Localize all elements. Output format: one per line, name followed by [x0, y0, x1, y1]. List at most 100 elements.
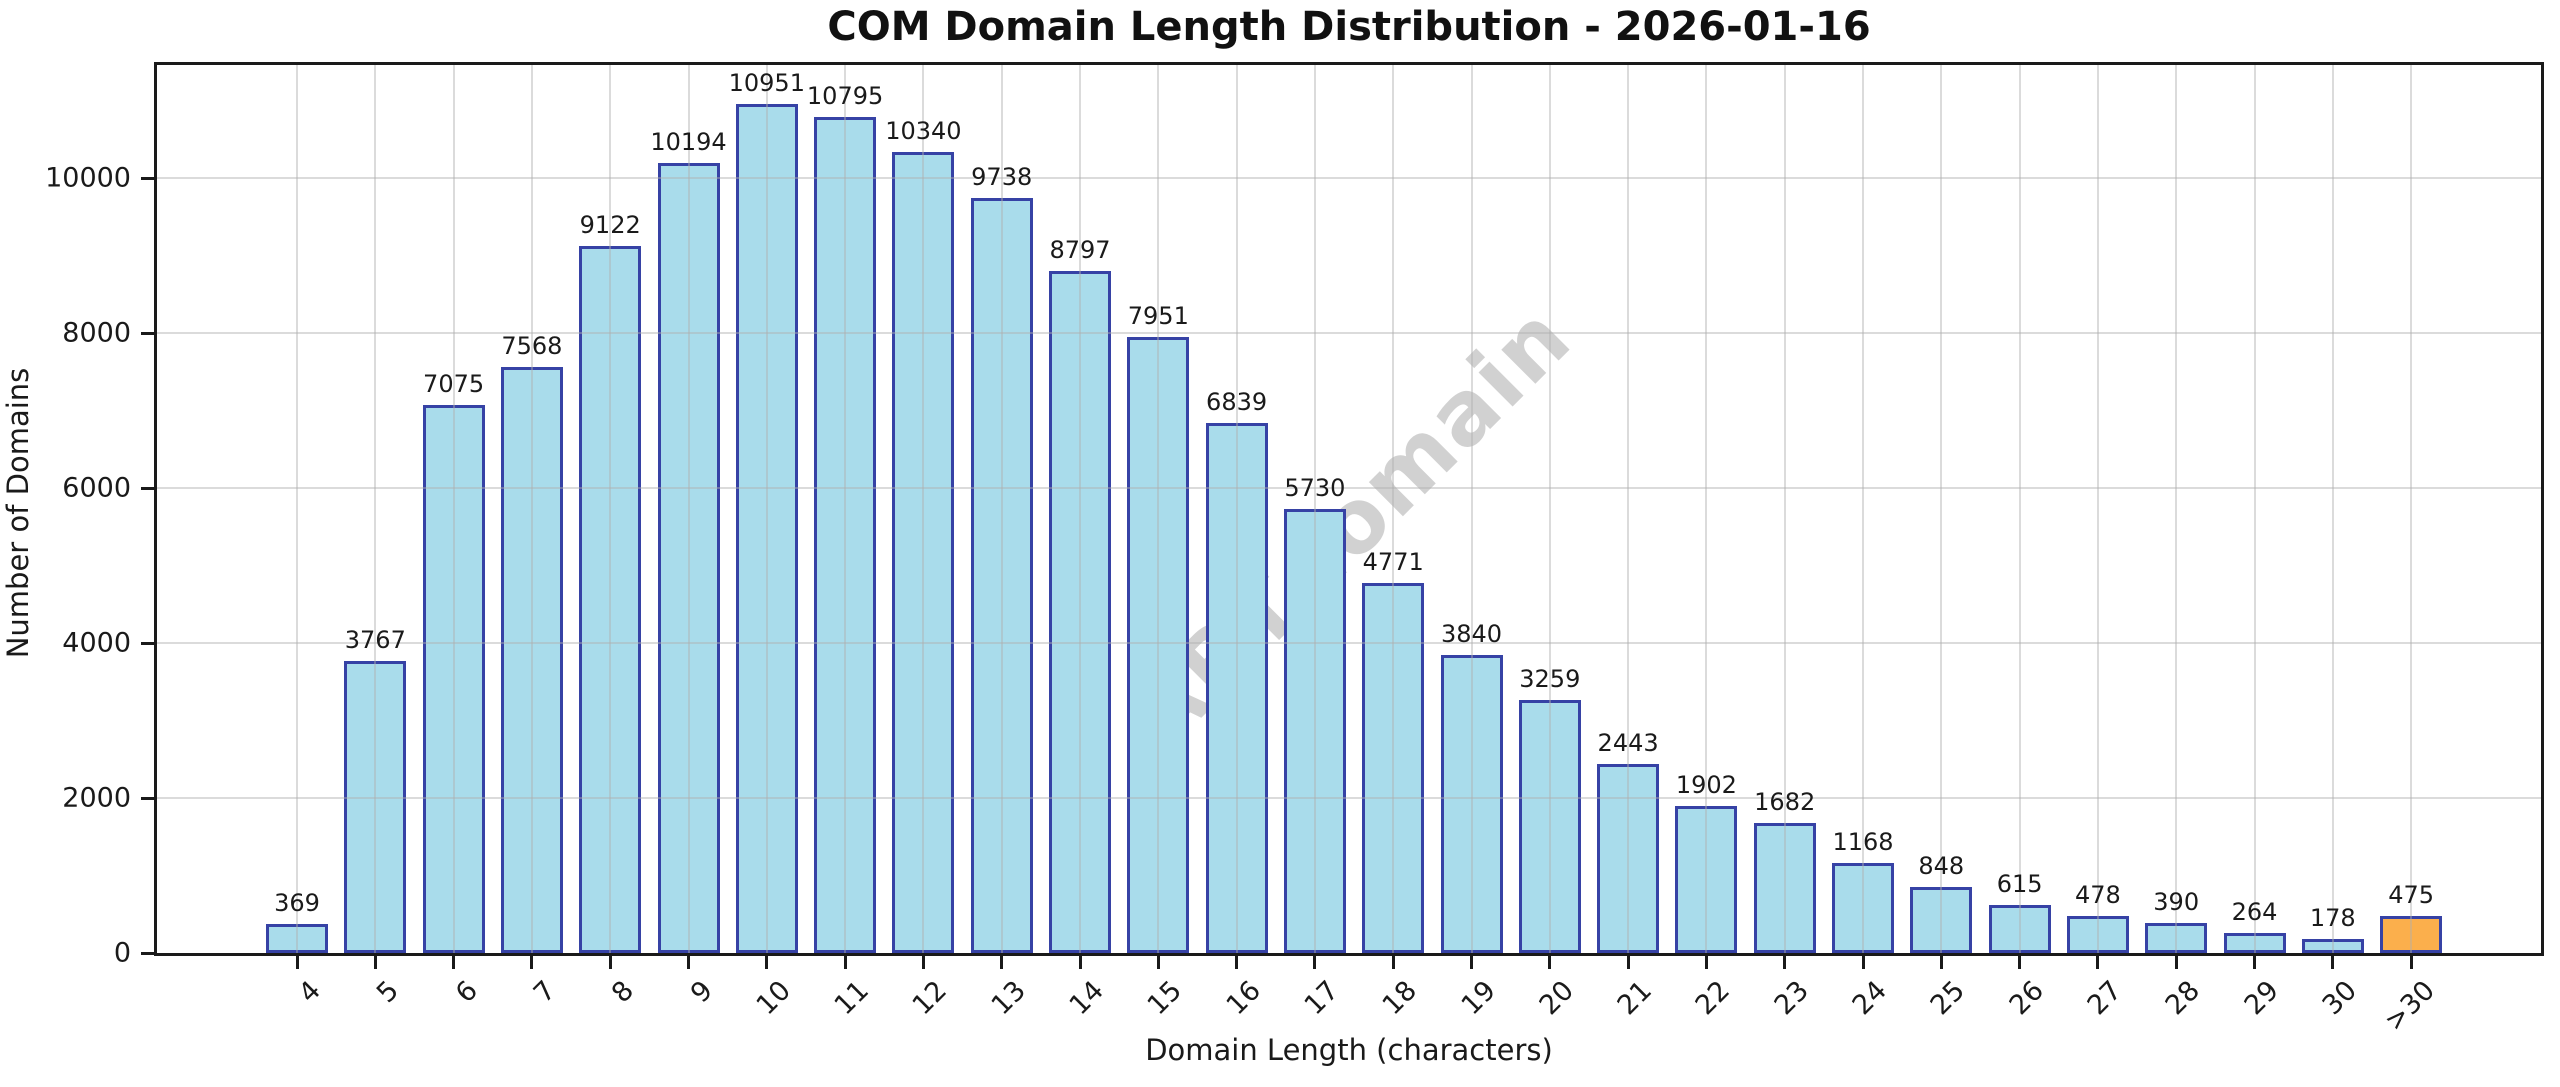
- gridline-horizontal: [157, 797, 2541, 800]
- x-tick-mark: [2409, 956, 2413, 969]
- bar-value-label: 10194: [650, 128, 727, 157]
- bar: [1597, 763, 1660, 953]
- x-tick-label: 17: [1298, 975, 1345, 1022]
- gridline-vertical: [1783, 65, 1786, 953]
- x-tick-label: 18: [1376, 975, 1424, 1022]
- x-tick-label: 9: [684, 975, 719, 1010]
- x-tick-mark: [608, 956, 612, 969]
- bar-value-label: 2443: [1597, 728, 1659, 757]
- bar-value-label: 10340: [885, 116, 962, 145]
- bar: [422, 404, 485, 953]
- y-tick-label: 6000: [62, 472, 131, 504]
- bar: [2223, 932, 2286, 953]
- x-tick-label: 12: [907, 975, 954, 1022]
- bar-value-label: 369: [274, 889, 320, 918]
- x-tick-mark: [765, 956, 769, 969]
- bar: [1127, 336, 1190, 953]
- x-tick-mark: [1548, 956, 1552, 969]
- bar-value-label: 10795: [806, 81, 884, 110]
- bar-value-label: 1682: [1754, 787, 1816, 816]
- bar-value-label: 6839: [1206, 388, 1268, 417]
- x-tick-mark: [2253, 956, 2256, 969]
- y-tick-label: 4000: [62, 627, 131, 659]
- x-tick-mark: [373, 956, 377, 969]
- x-tick-label: 21: [1611, 975, 1659, 1022]
- bar-value-label: 1902: [1675, 770, 1737, 799]
- bar-value-label: 848: [1918, 852, 1965, 881]
- bar: [1205, 423, 1268, 953]
- bar-value-label: 9122: [579, 211, 641, 240]
- gridline-vertical: [2410, 65, 2413, 953]
- y-tick-mark: [141, 176, 154, 180]
- bar-value-label: 3259: [1519, 665, 1581, 694]
- x-tick-label: 13: [985, 975, 1032, 1022]
- bar-value-label: 615: [1996, 870, 2043, 899]
- gridline-vertical: [1235, 65, 1238, 953]
- bar: [1049, 271, 1111, 953]
- x-tick-mark: [843, 956, 847, 969]
- bar: [344, 661, 407, 953]
- x-tick-mark: [1470, 956, 1473, 969]
- x-tick-label: 24: [1846, 975, 1893, 1022]
- x-tick-label: 28: [2159, 975, 2207, 1022]
- x-tick-mark: [921, 956, 925, 969]
- gridline-vertical: [296, 65, 298, 953]
- x-tick-mark: [1313, 956, 1317, 969]
- x-tick-label: 11: [828, 975, 876, 1022]
- gridline-vertical: [1079, 65, 1081, 953]
- x-tick-label: 4: [292, 975, 327, 1010]
- bar: [1675, 805, 1738, 953]
- bar-value-label: 5730: [1284, 474, 1346, 502]
- gridline-vertical: [1862, 65, 1864, 953]
- x-tick-mark: [1783, 956, 1787, 969]
- gridline-vertical: [1548, 65, 1551, 953]
- y-tick-label: 10000: [45, 162, 131, 194]
- gridline-vertical: [2253, 65, 2256, 953]
- bar: [1832, 862, 1894, 953]
- x-tick-mark: [687, 956, 690, 969]
- gridline-vertical: [374, 65, 377, 953]
- bar-value-label: 7075: [423, 369, 485, 398]
- gridline-horizontal: [157, 332, 2541, 335]
- bar: [2145, 922, 2208, 953]
- y-tick-mark: [141, 951, 154, 955]
- x-tick-mark: [1626, 956, 1630, 969]
- gridline-vertical: [765, 65, 768, 953]
- x-tick-mark: [530, 956, 534, 969]
- chart-title: COM Domain Length Distribution - 2026-01…: [827, 4, 1871, 50]
- gridline-vertical: [1000, 65, 1003, 953]
- bar: [1440, 655, 1503, 953]
- bar-value-label: 10951: [728, 69, 805, 98]
- x-tick-mark: [1156, 956, 1160, 969]
- x-tick-label: >30: [2378, 975, 2442, 1038]
- x-tick-mark: [2096, 956, 2100, 969]
- gridline-vertical: [1705, 65, 1708, 953]
- bar: [500, 366, 563, 953]
- bar-value-label: 7568: [501, 331, 563, 360]
- bar: [266, 924, 328, 953]
- bar: [1518, 700, 1581, 953]
- x-tick-mark: [1078, 956, 1082, 969]
- gridline-vertical: [922, 65, 925, 953]
- bar-value-label: 8797: [1049, 236, 1111, 265]
- x-tick-label: 7: [527, 975, 562, 1010]
- x-tick-mark: [1391, 956, 1395, 969]
- y-tick-mark: [141, 641, 154, 645]
- gridline-vertical: [609, 65, 612, 953]
- bar-value-label: 3767: [344, 626, 406, 655]
- gridline-horizontal: [157, 177, 2541, 180]
- gridline-vertical: [452, 65, 455, 953]
- x-tick-label: 8: [606, 975, 641, 1010]
- y-tick-mark: [141, 331, 154, 335]
- bar: [1753, 822, 1816, 953]
- gridline-vertical: [687, 65, 690, 953]
- bar: [892, 151, 955, 953]
- x-tick-mark: [295, 956, 299, 969]
- bar: [2380, 916, 2443, 953]
- gridline-vertical: [2018, 65, 2021, 953]
- bar: [657, 163, 720, 953]
- y-tick-label: 2000: [62, 782, 131, 814]
- x-tick-mark: [1704, 956, 1708, 969]
- x-tick-label: 6: [449, 975, 484, 1010]
- bar: [2066, 915, 2129, 953]
